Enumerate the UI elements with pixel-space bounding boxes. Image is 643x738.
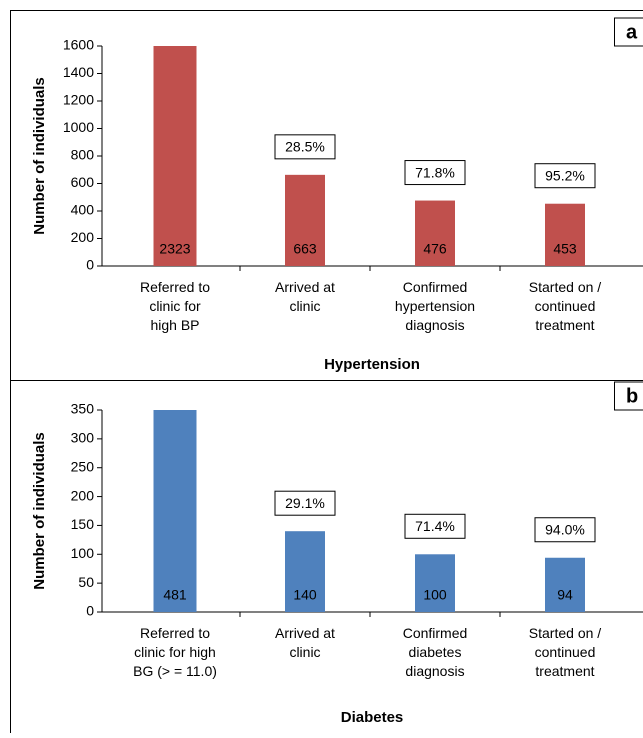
y-axis-label: Number of individuals — [31, 77, 48, 235]
y-tick-label: 600 — [71, 174, 95, 190]
x-tick-label-line: Referred to — [140, 279, 210, 295]
data-label: 481 — [163, 587, 187, 603]
y-tick-label: 200 — [71, 229, 95, 245]
x-axis-label: Diabetes — [341, 709, 404, 726]
bars — [154, 334, 586, 612]
data-label: 663 — [293, 241, 317, 257]
data-label: 100 — [423, 587, 447, 603]
x-tick-label-line: Confirmed — [403, 625, 468, 641]
x-tick-label-line: Arrived at — [275, 279, 335, 295]
x-tick-label-line: clinic for high — [134, 644, 216, 660]
x-tick-label-line: Started on / — [529, 625, 601, 641]
y-tick-label: 350 — [71, 401, 95, 417]
y-tick-label: 0 — [86, 257, 94, 273]
rate-label: 71.8% — [415, 164, 455, 180]
x-tick-label-line: diabetes — [409, 644, 462, 660]
x-tick-label-line: diagnosis — [405, 317, 464, 333]
bar — [415, 554, 455, 612]
y-tick-label: 400 — [71, 202, 95, 218]
x-tick-label-line: clinic — [289, 644, 320, 660]
y-tick-label: 1600 — [63, 37, 94, 53]
bars — [154, 0, 586, 266]
x-axis-label: Hypertension — [324, 356, 420, 373]
x-tick-label: Arrived at clinic — [275, 279, 335, 314]
rate-label: 95.2% — [545, 167, 585, 183]
y-tick-label: 1200 — [63, 92, 94, 108]
panel-border — [11, 381, 643, 734]
y-tick-label: 300 — [71, 430, 95, 446]
y-tick-label: 50 — [78, 574, 94, 590]
y-tick-label: 800 — [71, 147, 95, 163]
rate-label: 28.5% — [285, 139, 325, 155]
y-tick-label: 1400 — [63, 64, 94, 80]
x-tick-label: Referred to clinic for high BG (> = 11.0) — [133, 625, 217, 679]
x-tick-label-line: clinic for — [149, 298, 201, 314]
panel-label: a — [626, 21, 638, 43]
x-tick-label: Referred to clinic for high BP — [140, 279, 210, 333]
y-tick-label: 250 — [71, 458, 95, 474]
x-tick-label-line: continued — [535, 298, 596, 314]
x-tick-label-line: BG (> = 11.0) — [133, 663, 217, 679]
x-tick-label-line: Arrived at — [275, 625, 335, 641]
x-tick-label-line: treatment — [535, 663, 594, 679]
x-tick-label: Started on / continued treatment — [529, 625, 601, 679]
y-tick-label: 200 — [71, 487, 95, 503]
x-tick-label-line: Confirmed — [403, 279, 468, 295]
panel-label: b — [626, 385, 638, 407]
x-tick-label: Confirmed diabetes diagnosis — [403, 625, 468, 679]
rate-label: 29.1% — [285, 495, 325, 511]
y-tick-label: 1000 — [63, 119, 94, 135]
x-tick-label-line: continued — [535, 644, 596, 660]
data-label: 476 — [423, 241, 447, 257]
y-tick-label: 0 — [86, 603, 94, 619]
bar — [154, 334, 197, 612]
bar — [154, 0, 197, 266]
x-tick-label-line: hypertension — [395, 298, 475, 314]
x-tick-label-line: treatment — [535, 317, 594, 333]
x-tick-label-line: clinic — [289, 298, 320, 314]
x-tick-label-line: Referred to — [140, 625, 210, 641]
x-tick-label: Arrived at clinic — [275, 625, 335, 660]
y-tick-label: 100 — [71, 545, 95, 561]
data-label: 2323 — [159, 241, 190, 257]
x-tick-label-line: high BP — [150, 317, 199, 333]
x-tick-label-line: diagnosis — [405, 663, 464, 679]
rate-label: 94.0% — [545, 521, 585, 537]
rate-label: 71.4% — [415, 518, 455, 534]
bar — [545, 558, 585, 612]
y-axis-label: Number of individuals — [31, 432, 48, 590]
x-tick-label: Started on / continued treatment — [529, 279, 601, 333]
data-label: 453 — [553, 241, 577, 257]
data-label: 140 — [293, 587, 317, 603]
y-tick-label: 150 — [71, 516, 95, 532]
data-label: 94 — [557, 587, 573, 603]
x-tick-label: Confirmed hypertension diagnosis — [395, 279, 475, 333]
x-tick-label-line: Started on / — [529, 279, 601, 295]
